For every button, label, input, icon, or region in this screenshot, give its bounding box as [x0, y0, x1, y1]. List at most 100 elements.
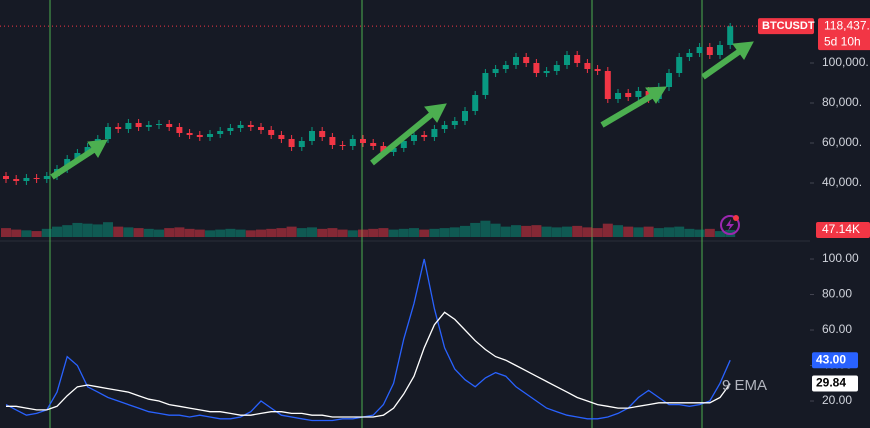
candle-body: [176, 127, 183, 133]
volume-bar: [256, 229, 266, 237]
candle-body: [247, 125, 254, 127]
volume-bar: [123, 227, 134, 237]
candle-body: [13, 179, 20, 181]
volume-bar: [715, 231, 725, 237]
candle-body: [676, 57, 683, 73]
volume-bar: [419, 229, 430, 237]
candle-body: [553, 65, 560, 71]
volume-bar: [470, 222, 481, 237]
arrow: [600, 92, 655, 128]
volume-tag: 47.14K: [822, 222, 860, 236]
volume-bar: [592, 228, 603, 237]
candle-body: [23, 178, 30, 181]
y-tick-label: 20.00: [822, 393, 852, 407]
candle-body: [3, 176, 9, 179]
volume-bar: [143, 228, 154, 237]
candle-body: [370, 143, 377, 146]
volume-bar: [1, 228, 11, 237]
volume-bar: [602, 223, 613, 237]
volume-bar: [62, 225, 73, 237]
volume-bar: [368, 228, 379, 237]
candle-body: [635, 91, 642, 97]
candle-body: [329, 137, 336, 145]
candle-body: [431, 129, 438, 137]
candle-body: [125, 123, 132, 129]
candle-body: [156, 124, 162, 125]
volume-bar: [82, 223, 93, 237]
alert-dot: [733, 215, 739, 221]
symbol-tag: BTCUSDT: [762, 20, 815, 32]
alert-bolt: [726, 219, 734, 231]
alert-icon[interactable]: [720, 215, 740, 235]
candle-body: [166, 124, 173, 127]
volume-bar: [92, 224, 103, 237]
y-tick-label: 40,000.: [822, 175, 862, 189]
volume-bar: [347, 230, 358, 237]
volume-bar: [378, 228, 389, 237]
volume-bar: [358, 229, 368, 237]
volume-bar: [633, 227, 644, 237]
volume-bar: [674, 226, 685, 237]
indicator-line: [5, 258, 731, 422]
candle-body: [319, 131, 326, 137]
volume-bar: [653, 228, 664, 237]
price-tag-bg: [818, 18, 870, 51]
candle-body: [594, 69, 601, 71]
indicator-line: [6, 311, 731, 418]
volume-bar: [664, 227, 674, 237]
candle-body: [543, 71, 550, 73]
arrowhead: [87, 139, 108, 158]
candle-body: [390, 148, 397, 152]
volume-bar: [154, 229, 164, 237]
volume-bar: [704, 228, 715, 237]
y-tick-label: 100,000.: [822, 55, 869, 69]
volume-bar: [41, 228, 52, 237]
candle-body: [523, 57, 530, 63]
candle-body: [380, 146, 387, 152]
arrowhead: [645, 86, 667, 104]
arrow: [701, 48, 742, 80]
volume-bar: [490, 223, 501, 237]
candle-body: [584, 63, 591, 69]
candle-body: [227, 128, 234, 131]
volume-bar: [235, 229, 246, 237]
candle-body: [339, 145, 346, 146]
candle-body: [686, 53, 693, 57]
candle-body: [74, 153, 81, 159]
volume-bar: [643, 226, 654, 237]
volume-bar: [511, 225, 521, 237]
candle-body: [492, 69, 499, 73]
volume-bar: [480, 220, 491, 237]
candle-body: [278, 135, 285, 139]
arrowhead: [732, 41, 754, 60]
candle-body: [135, 123, 142, 127]
volume-bar: [531, 225, 542, 237]
volume-bar: [439, 228, 450, 237]
candle-body: [564, 55, 570, 65]
volume-bar: [684, 228, 695, 237]
candle-body: [574, 55, 581, 63]
volume-bar: [449, 227, 460, 237]
candle-body: [237, 125, 244, 128]
alert-ring: [720, 215, 740, 235]
candle-body: [706, 47, 713, 55]
candle-body: [288, 139, 295, 147]
candle-body: [217, 131, 224, 134]
candle-body: [462, 111, 468, 121]
volume-bar: [103, 222, 113, 237]
candle-body: [696, 47, 703, 53]
volume-bar: [562, 226, 572, 237]
volume-bar: [572, 225, 583, 237]
candle-body: [666, 73, 672, 87]
labels: 40,000. 60,000. 80,000. 100,000. BTCUSDT 118,…: [722, 18, 870, 407]
candle-body: [309, 131, 315, 141]
volume-bar: [31, 231, 42, 237]
volume-bar: [398, 228, 409, 237]
candle-body: [360, 139, 366, 143]
volume-bar: [72, 222, 83, 237]
volume-bar: [215, 229, 226, 237]
volume-bar: [409, 228, 419, 237]
volume-bar: [500, 226, 511, 237]
